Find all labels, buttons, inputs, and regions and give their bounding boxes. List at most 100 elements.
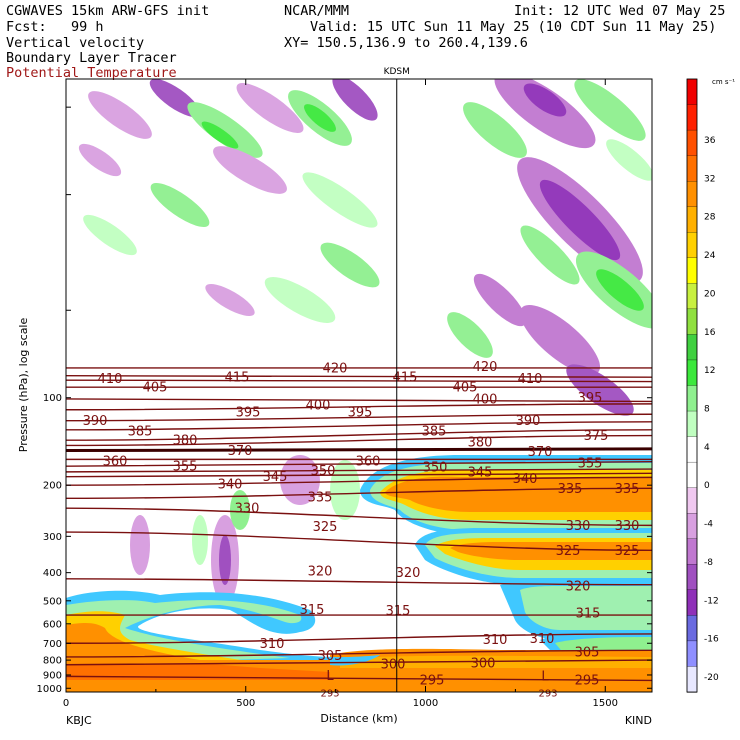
theta-line: [66, 379, 652, 383]
x-tick-label: 1000: [413, 698, 438, 709]
colorbar-swatch: [686, 640, 698, 668]
theta-label: 305: [318, 649, 343, 664]
y-tick-label: 800: [43, 656, 62, 667]
colorbar-swatch: [686, 410, 698, 438]
colorbar-swatch: [686, 232, 698, 259]
colorbar-tick-label: -8: [704, 558, 713, 568]
theta-label: 405: [453, 381, 478, 396]
theta-line: [66, 413, 652, 422]
velocity-band: [78, 79, 652, 416]
colorbar-tick-label: -16: [704, 635, 719, 645]
colorbar-tick-label: 28: [704, 213, 716, 223]
theta-label: 315: [576, 606, 601, 621]
theta-label: 315: [386, 604, 411, 619]
theta-line: [66, 578, 652, 586]
theta-label: 310: [483, 633, 508, 648]
theta-label: 335: [615, 482, 640, 497]
theta-label: 370: [228, 444, 253, 459]
theta-line: [66, 633, 652, 644]
theta-label: 415: [225, 371, 250, 386]
theta-line: [66, 487, 652, 500]
colorbar-swatch: [686, 334, 698, 361]
colorbar-swatch: [686, 564, 698, 591]
theta-contours: [66, 367, 652, 682]
theta-line: [66, 434, 652, 447]
colorbar-tick-label: 12: [704, 366, 715, 376]
theta-label: 330: [615, 519, 640, 534]
theta-label: 330: [566, 519, 591, 534]
x-tick-label: 500: [236, 698, 255, 709]
theta-line: [66, 375, 652, 378]
colorbar-swatch: [686, 104, 698, 131]
theta-line: [66, 531, 652, 551]
low-marker: 293: [320, 688, 339, 699]
theta-label: 370: [528, 445, 553, 460]
y-tick-label: 200: [43, 481, 62, 492]
colorbar-tick-label: 36: [704, 136, 716, 146]
colorbar-swatch: [686, 206, 698, 233]
colorbar-tick-label: 16: [704, 328, 716, 338]
y-tick-label: 400: [43, 568, 62, 579]
theta-label: 345: [263, 470, 288, 485]
colorbar-swatch: [686, 257, 698, 284]
theta-label: 295: [575, 673, 600, 688]
y-tick-label: 700: [43, 639, 62, 650]
y-tick-label: 300: [43, 532, 62, 543]
theta-line: [66, 507, 652, 527]
theta-label: 355: [578, 457, 603, 472]
theta-label: 315: [300, 603, 325, 618]
theta-label: 330: [235, 502, 260, 517]
low-marker: 293: [538, 688, 557, 699]
theta-label: 335: [308, 491, 333, 506]
colorbar-tick-label: 8: [704, 405, 710, 415]
theta-line: [66, 659, 652, 666]
y-tick-label: 1000: [37, 684, 62, 695]
theta-line: [66, 675, 652, 682]
cross-section-coords: XY= 150.5,136.9 to 260.4,139.6: [284, 35, 528, 51]
axes: 0 500 1000 1500 100 200 300 400 500 600 700 800 900 1…: [37, 79, 652, 709]
theta-line: [66, 649, 652, 658]
x-right-endpoint: KIND: [625, 714, 652, 727]
colorbar-swatch: [686, 308, 698, 336]
theta-label: 395: [578, 391, 603, 406]
colorbar-tick-label: -20: [704, 673, 719, 683]
colorbar: 36 32 28 24 20 16 12 8 4 0 -4 -8 -12 -16 -20: [686, 78, 719, 693]
field-boundary-layer-tracer: Boundary Layer Tracer: [6, 50, 177, 66]
colorbar-swatch: [686, 436, 698, 463]
theta-label: 325: [556, 544, 581, 559]
colorbar-swatch: [686, 513, 698, 540]
theta-label: 325: [313, 520, 338, 535]
theta-label: 410: [98, 372, 123, 387]
colorbar-tick-label: 20: [704, 289, 716, 299]
colorbar-swatch: [686, 129, 698, 157]
velocity-tracer-fields: [66, 79, 652, 692]
theta-label: 390: [83, 414, 108, 429]
x-left-endpoint: KBJC: [66, 714, 92, 727]
colorbar-swatch: [686, 359, 698, 387]
theta-label: 340: [218, 477, 243, 492]
theta-line: [66, 447, 652, 453]
tracer-lower: [66, 590, 380, 692]
y-tick-label: 500: [43, 596, 62, 607]
theta-label: 415: [393, 371, 418, 386]
theta-label: 400: [473, 392, 498, 407]
theta-line: [66, 472, 652, 478]
colorbar-tick-label: 4: [704, 443, 710, 453]
colorbar-swatch: [686, 615, 698, 642]
theta-label: 385: [128, 424, 153, 439]
theta-label: 320: [396, 566, 421, 581]
colorbar-swatch: [686, 155, 698, 182]
colorbar-swatch: [686, 589, 698, 617]
theta-label: 340: [513, 472, 538, 487]
theta-label: 420: [323, 361, 348, 376]
theta-label: 400: [306, 399, 331, 414]
colorbar-swatch: [686, 283, 698, 310]
theta-label: 350: [423, 460, 448, 475]
colorbar-frame: [686, 78, 698, 693]
tracer-upper: [330, 455, 652, 692]
low-marker: L: [541, 670, 549, 685]
theta-label: 335: [558, 482, 583, 497]
colorbar-swatch: [686, 461, 698, 489]
theta-label: 355: [173, 460, 198, 475]
